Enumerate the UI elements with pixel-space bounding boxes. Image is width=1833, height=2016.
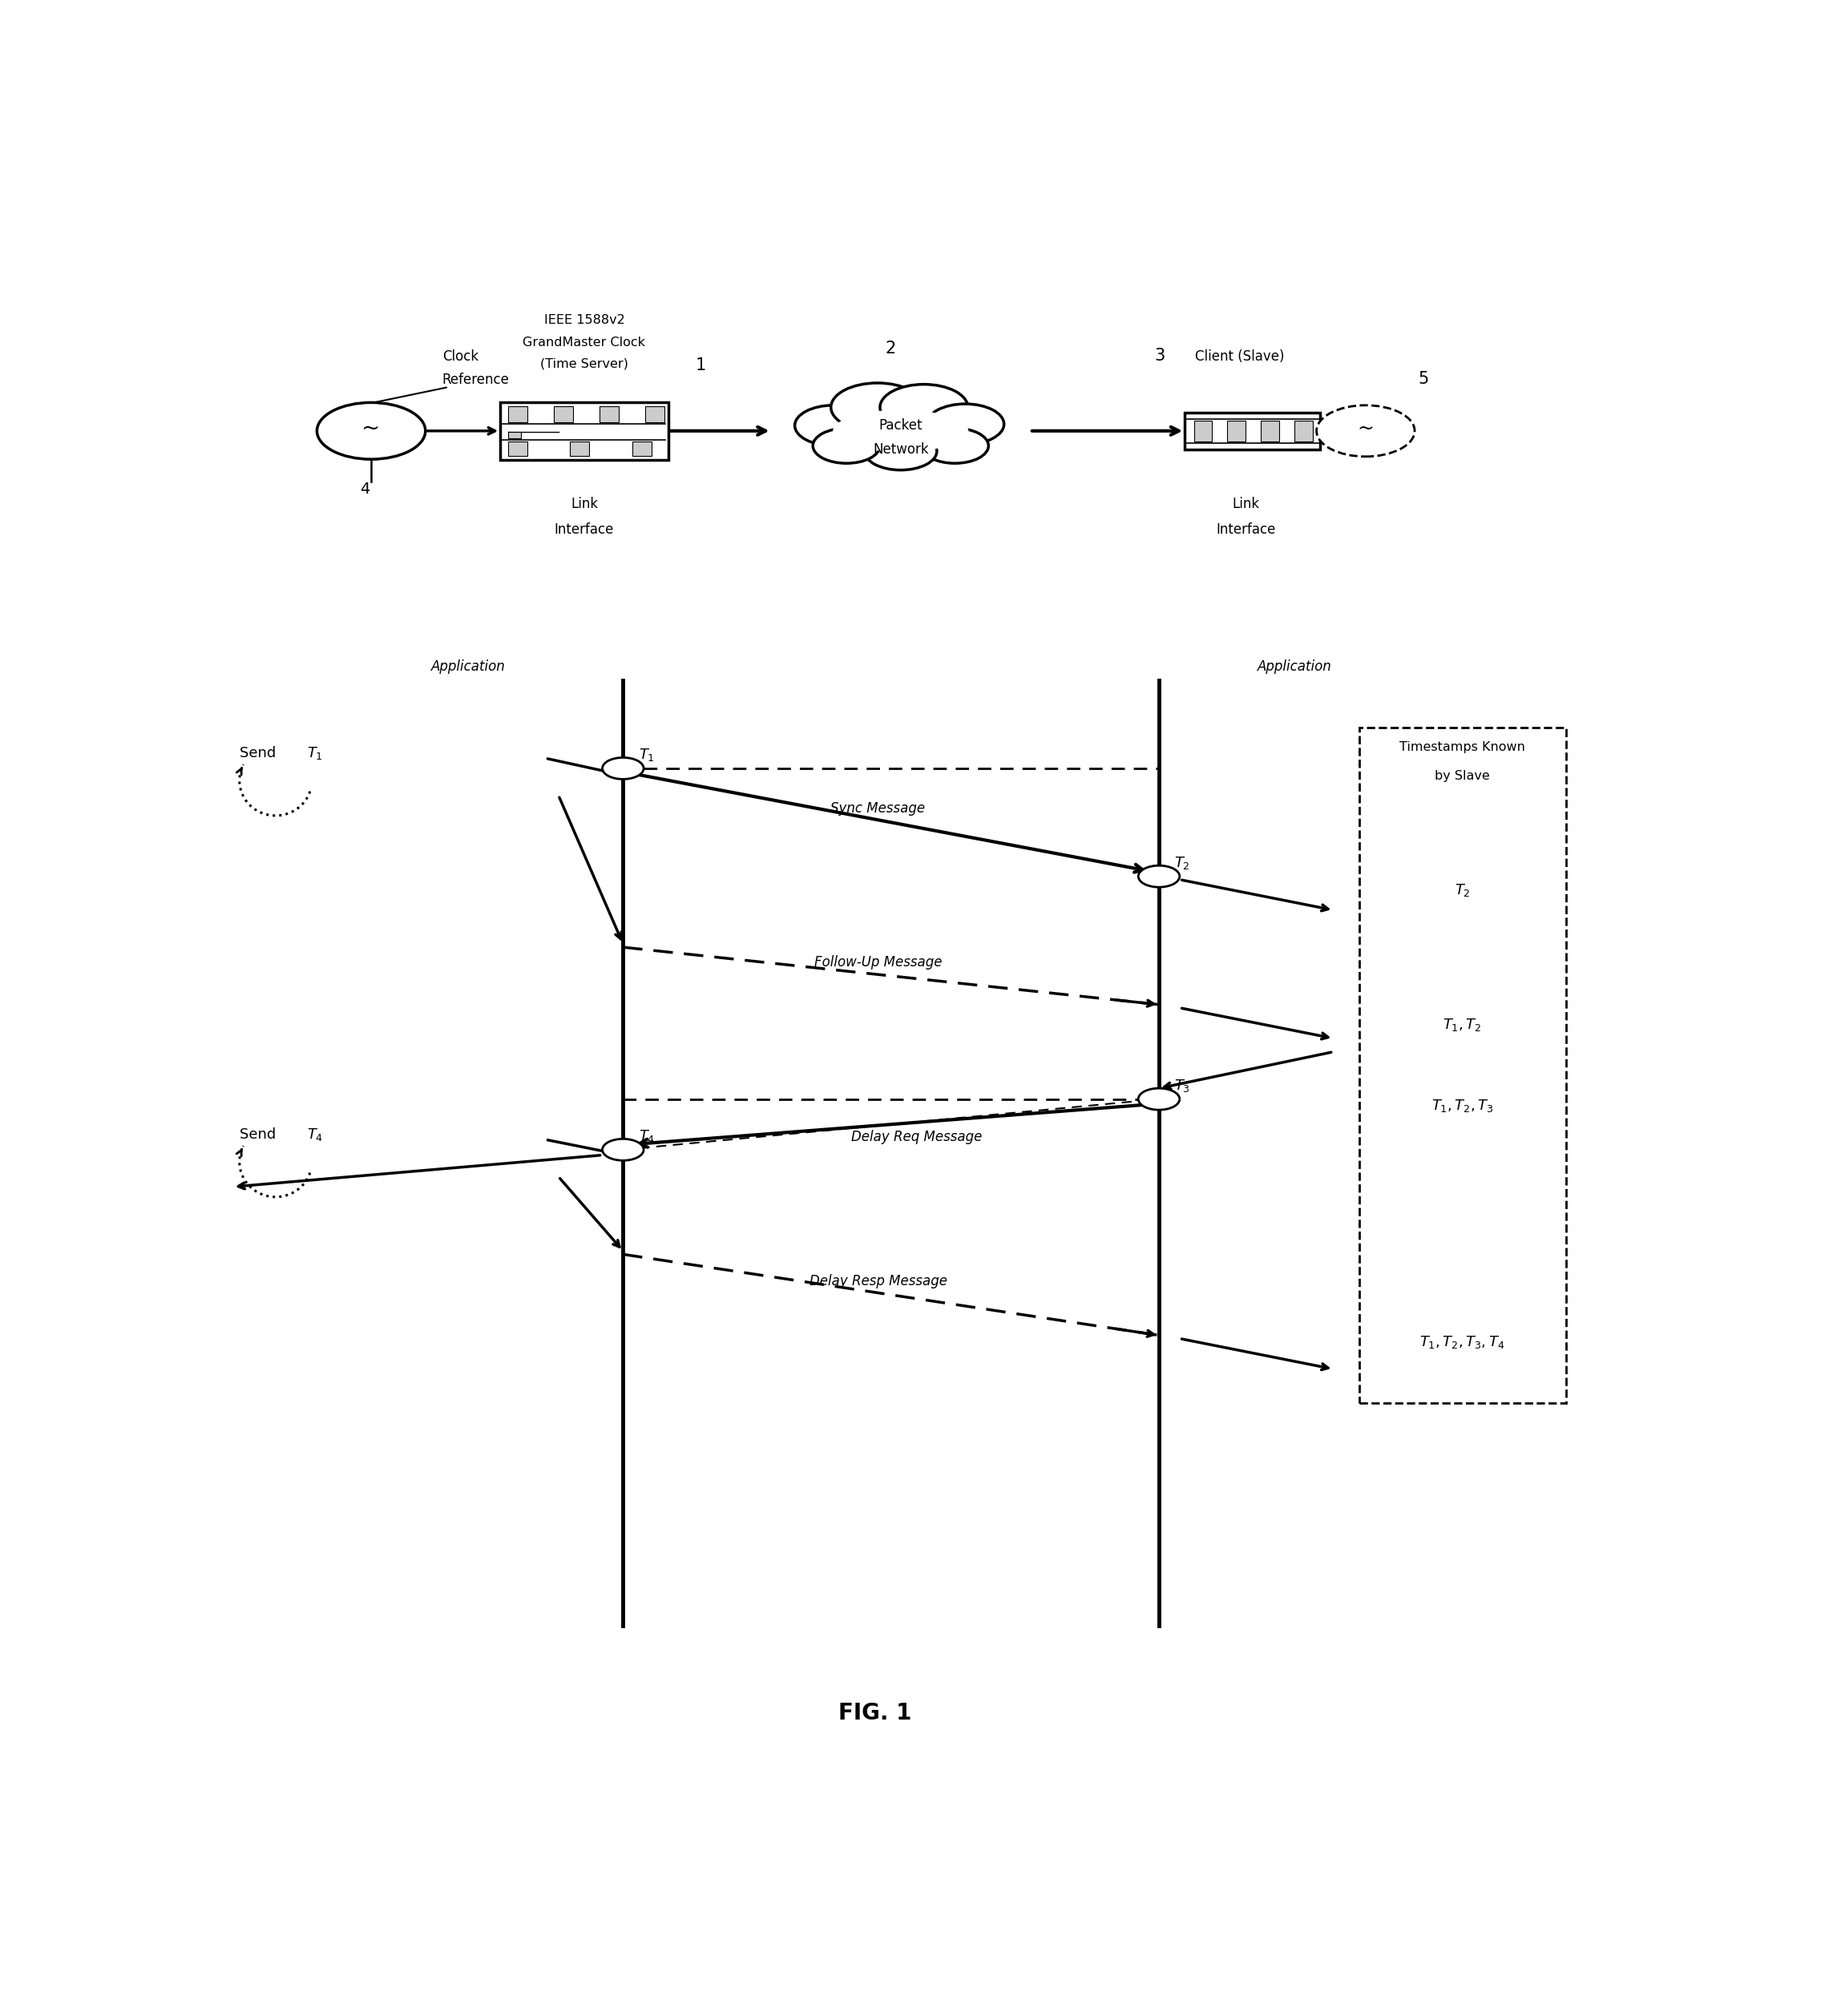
- FancyBboxPatch shape: [508, 431, 521, 437]
- Text: GrandMaster Clock: GrandMaster Clock: [522, 337, 645, 349]
- FancyBboxPatch shape: [570, 442, 590, 456]
- Circle shape: [603, 1139, 643, 1161]
- Text: Interface: Interface: [1217, 522, 1276, 536]
- Text: Network: Network: [873, 444, 929, 458]
- Circle shape: [922, 427, 988, 464]
- Text: $T_3$: $T_3$: [1175, 1079, 1190, 1093]
- Text: by Slave: by Slave: [1435, 770, 1490, 782]
- Text: Clock: Clock: [442, 349, 478, 363]
- Text: $T_4$: $T_4$: [638, 1129, 654, 1145]
- FancyBboxPatch shape: [1261, 421, 1279, 442]
- Text: ~: ~: [361, 417, 381, 439]
- Text: Send: Send: [240, 1127, 280, 1141]
- Text: $T_1$: $T_1$: [306, 746, 323, 762]
- Text: Timestamps Known: Timestamps Known: [1400, 742, 1525, 754]
- Circle shape: [796, 405, 873, 446]
- Text: Send: Send: [240, 746, 280, 760]
- Text: (Time Server): (Time Server): [541, 359, 629, 371]
- Circle shape: [865, 431, 937, 470]
- FancyBboxPatch shape: [645, 407, 664, 421]
- Text: Reference: Reference: [442, 373, 510, 387]
- Text: 5: 5: [1419, 371, 1430, 387]
- Circle shape: [1138, 865, 1180, 887]
- Text: Interface: Interface: [554, 522, 614, 536]
- Text: 1: 1: [695, 357, 706, 373]
- Text: ~: ~: [1356, 419, 1375, 437]
- Text: Follow-Up Message: Follow-Up Message: [814, 956, 942, 970]
- FancyBboxPatch shape: [554, 407, 574, 421]
- Text: FIG. 1: FIG. 1: [838, 1702, 911, 1724]
- Ellipse shape: [832, 409, 968, 452]
- Circle shape: [830, 383, 924, 431]
- Text: Application: Application: [1257, 659, 1333, 673]
- Text: Delay Req Message: Delay Req Message: [851, 1129, 982, 1145]
- Text: 2: 2: [885, 341, 896, 357]
- FancyBboxPatch shape: [500, 403, 669, 460]
- Text: $T_2$: $T_2$: [1455, 881, 1470, 897]
- FancyBboxPatch shape: [508, 407, 528, 421]
- Text: Link: Link: [570, 496, 598, 512]
- Circle shape: [1138, 1089, 1180, 1111]
- Text: Delay Resp Message: Delay Resp Message: [808, 1274, 948, 1288]
- Text: 3: 3: [1155, 347, 1166, 363]
- Text: Link: Link: [1232, 496, 1259, 512]
- Circle shape: [926, 403, 1004, 444]
- Text: Packet: Packet: [878, 417, 922, 433]
- FancyBboxPatch shape: [1294, 421, 1312, 442]
- Circle shape: [603, 758, 643, 778]
- Text: Application: Application: [431, 659, 506, 673]
- Circle shape: [317, 403, 425, 460]
- FancyBboxPatch shape: [1184, 413, 1320, 450]
- FancyBboxPatch shape: [1193, 421, 1212, 442]
- Text: $T_1,T_2,T_3,T_4$: $T_1,T_2,T_3,T_4$: [1421, 1335, 1505, 1351]
- Circle shape: [880, 385, 968, 429]
- FancyBboxPatch shape: [508, 442, 528, 456]
- Text: $T_2$: $T_2$: [1175, 855, 1190, 871]
- FancyBboxPatch shape: [1358, 728, 1565, 1403]
- Circle shape: [812, 427, 880, 464]
- Text: $T_4$: $T_4$: [306, 1127, 323, 1143]
- FancyBboxPatch shape: [599, 407, 620, 421]
- FancyBboxPatch shape: [1228, 421, 1245, 442]
- Text: $T_1,T_2$: $T_1,T_2$: [1443, 1016, 1481, 1032]
- Text: $T_1$: $T_1$: [638, 746, 654, 762]
- FancyBboxPatch shape: [632, 442, 651, 456]
- Circle shape: [1316, 405, 1415, 456]
- Text: Sync Message: Sync Message: [830, 800, 926, 816]
- Text: 4: 4: [359, 482, 370, 496]
- Text: $T_1,T_2,T_3$: $T_1,T_2,T_3$: [1432, 1099, 1494, 1113]
- Text: IEEE 1588v2: IEEE 1588v2: [544, 314, 625, 327]
- Text: Client (Slave): Client (Slave): [1195, 349, 1285, 363]
